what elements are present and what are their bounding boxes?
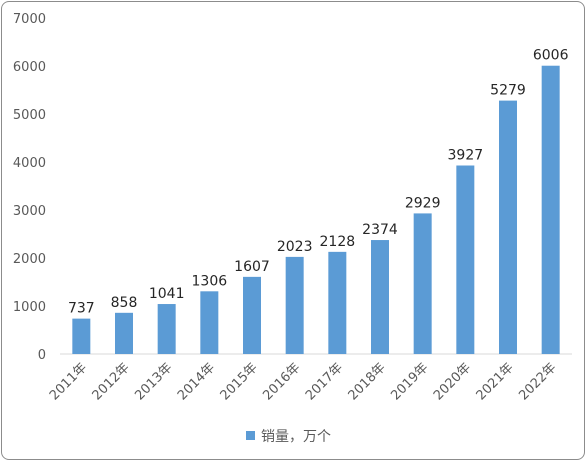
data-label: 2374 bbox=[362, 222, 398, 238]
y-tick-label: 2000 bbox=[13, 252, 46, 267]
x-tick-label: 2011年 bbox=[47, 360, 90, 403]
bar bbox=[456, 165, 475, 354]
data-label: 2929 bbox=[405, 195, 441, 211]
x-tick-label: 2014年 bbox=[175, 360, 218, 403]
y-tick-label: 1000 bbox=[13, 300, 46, 315]
data-label: 737 bbox=[68, 301, 95, 317]
data-label: 1306 bbox=[192, 273, 228, 289]
x-tick-label: 2016年 bbox=[260, 360, 303, 403]
data-label: 1607 bbox=[234, 259, 270, 275]
bar bbox=[371, 240, 389, 354]
x-tick-label: 2020年 bbox=[431, 360, 474, 403]
x-tick-label: 2013年 bbox=[132, 360, 175, 403]
x-tick-label: 2019年 bbox=[388, 360, 431, 403]
data-label: 2128 bbox=[320, 234, 356, 250]
bar bbox=[243, 276, 261, 354]
y-tick-label: 7000 bbox=[13, 12, 46, 27]
x-tick-label: 2017年 bbox=[303, 360, 346, 403]
bar-series: 737 858 1041 1306 1607 2023 2128 2374 2929 3927 52… bbox=[68, 48, 569, 354]
y-tick-label: 0 bbox=[38, 348, 46, 363]
data-label: 3927 bbox=[448, 148, 484, 164]
legend-swatch bbox=[246, 431, 255, 440]
bar bbox=[115, 312, 133, 354]
x-tick-label: 2022年 bbox=[516, 360, 559, 403]
x-tick-label: 2015年 bbox=[218, 360, 261, 403]
legend: 销量，万个 bbox=[246, 429, 331, 445]
y-tick-label: 4000 bbox=[13, 156, 46, 171]
x-tick-label: 2018年 bbox=[346, 360, 389, 403]
bar bbox=[200, 291, 219, 354]
bar bbox=[285, 256, 304, 354]
data-label: 2023 bbox=[277, 239, 313, 255]
bar bbox=[499, 100, 517, 354]
y-tick-label: 6000 bbox=[13, 60, 46, 75]
legend-label: 销量，万个 bbox=[261, 429, 331, 445]
data-label: 1041 bbox=[149, 286, 185, 302]
y-tick-label: 5000 bbox=[13, 108, 46, 123]
y-axis: 0 1000 2000 3000 4000 5000 6000 7000 bbox=[13, 12, 46, 363]
y-tick-label: 3000 bbox=[13, 204, 46, 219]
data-label: 5279 bbox=[490, 83, 526, 99]
x-axis: 2011年 2012年 2013年 2014年 2015年 2016年 2017年 2018年… bbox=[47, 360, 560, 403]
data-label: 858 bbox=[111, 295, 138, 311]
bar bbox=[328, 251, 347, 354]
x-tick-label: 2021年 bbox=[474, 360, 517, 403]
bar bbox=[541, 65, 560, 354]
data-label: 6006 bbox=[533, 48, 569, 64]
bar bbox=[72, 318, 91, 354]
x-tick-label: 2012年 bbox=[90, 360, 133, 403]
bar bbox=[413, 213, 432, 354]
bar bbox=[157, 304, 176, 354]
